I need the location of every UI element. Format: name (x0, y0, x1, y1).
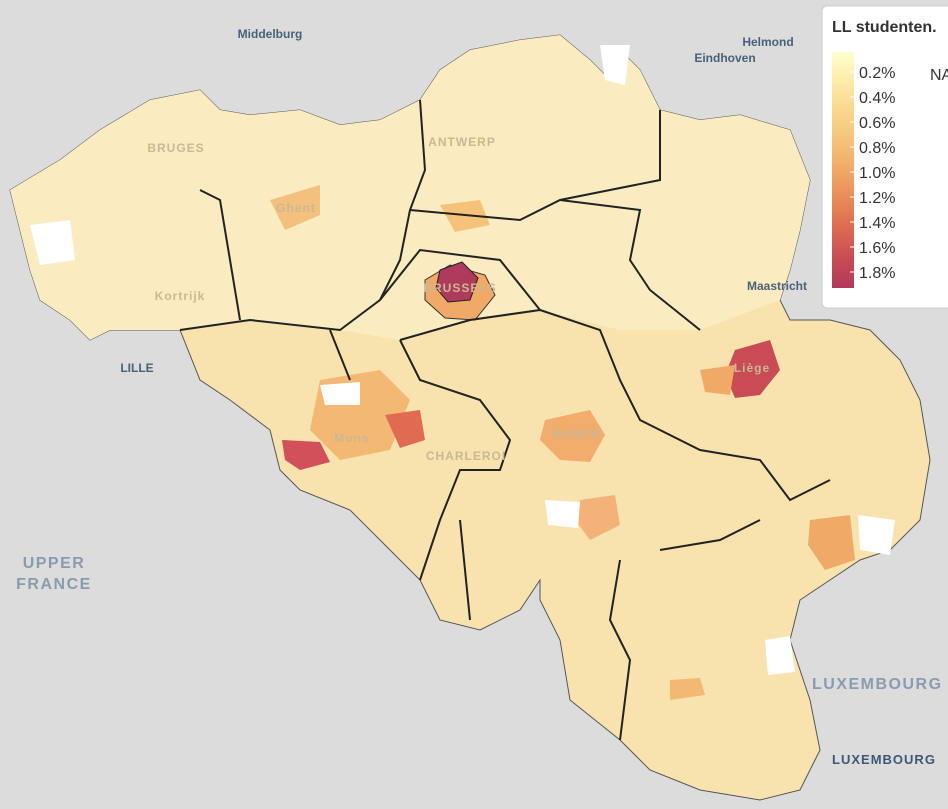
province-borders (179, 99, 831, 741)
hotspot (270, 185, 320, 230)
place-label: ANTWERP (428, 135, 496, 149)
legend-title: LL studenten. (832, 19, 937, 36)
legend-na-swatch (906, 62, 928, 84)
legend: LL studenten. 0.2% 0.4% 0.6% 0.8% 1.0% 1.2% 1.… (821, 5, 948, 309)
legend-na-label: NA (930, 67, 948, 84)
hotspot (670, 678, 705, 700)
legend-label: 1.4% (859, 215, 895, 232)
place-label: CHARLEROI (426, 449, 506, 463)
hotspot (725, 340, 780, 398)
place-label: Liège (734, 361, 770, 375)
place-label: Eindhoven (694, 51, 755, 65)
place-label: Kortrijk (155, 289, 206, 303)
brussels-core (435, 261, 479, 303)
place-label: BRUGES (147, 141, 204, 155)
legend-label: 0.4% (859, 90, 895, 107)
place-label: BRUSSELS (423, 281, 496, 295)
legend-label: 1.6% (859, 240, 895, 257)
na-area (30, 220, 75, 265)
place-label: LILLE (120, 361, 153, 375)
hotspot (540, 410, 605, 462)
region-label: UPPER (23, 555, 86, 572)
na-area (600, 45, 630, 85)
legend-label: 0.8% (859, 140, 895, 157)
hotspot (385, 410, 425, 448)
hotspot (808, 515, 855, 570)
legend-label: 1.0% (859, 165, 895, 182)
legend-label: 1.2% (859, 190, 895, 207)
na-area (765, 636, 795, 675)
flanders (10, 35, 810, 340)
na-area (320, 382, 360, 405)
place-label: Middelburg (238, 27, 303, 41)
hotspot (700, 365, 735, 395)
place-label: Helmond (742, 35, 793, 49)
na-area (858, 515, 895, 555)
hotspot (575, 495, 620, 540)
legend-label: 1.8% (859, 265, 895, 282)
legend-label: 0.6% (859, 115, 895, 132)
region-label: LUXEMBOURG (812, 676, 943, 693)
na-area (545, 500, 580, 528)
legend-label: 0.2% (859, 65, 895, 82)
region-label: FRANCE (16, 576, 92, 593)
place-label: Maastricht (747, 279, 807, 293)
belgium (9, 34, 931, 801)
legend-colorbar (832, 52, 854, 288)
place-label: LUXEMBOURG (832, 752, 936, 767)
hotspot (282, 440, 330, 470)
place-label: Ghent (276, 201, 316, 215)
place-label: Mons (334, 431, 369, 445)
place-label: NAMUR (551, 427, 601, 441)
